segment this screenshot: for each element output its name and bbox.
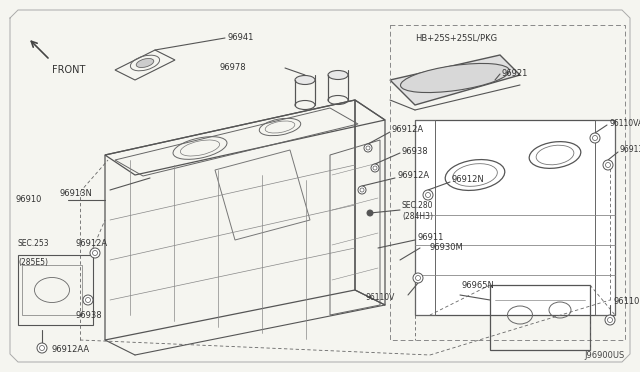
Circle shape bbox=[367, 210, 373, 216]
Circle shape bbox=[413, 273, 423, 283]
Bar bbox=[22, 265, 82, 315]
Text: 96912A: 96912A bbox=[397, 171, 429, 180]
Circle shape bbox=[373, 166, 377, 170]
Bar bbox=[390, 25, 625, 340]
Bar bbox=[490, 285, 590, 350]
Text: SEC.280: SEC.280 bbox=[402, 202, 433, 211]
Circle shape bbox=[415, 276, 420, 280]
Ellipse shape bbox=[295, 76, 315, 84]
Circle shape bbox=[605, 163, 611, 167]
Circle shape bbox=[590, 133, 600, 143]
Circle shape bbox=[423, 190, 433, 200]
Text: 96110V: 96110V bbox=[365, 292, 395, 301]
Text: (285E5): (285E5) bbox=[18, 258, 48, 267]
Circle shape bbox=[371, 164, 379, 172]
Circle shape bbox=[364, 144, 372, 152]
Bar bbox=[595, 120, 615, 315]
Text: 96941: 96941 bbox=[227, 33, 253, 42]
Circle shape bbox=[605, 315, 615, 325]
Ellipse shape bbox=[328, 71, 348, 80]
Circle shape bbox=[366, 146, 370, 150]
Polygon shape bbox=[390, 55, 520, 105]
Circle shape bbox=[426, 192, 431, 198]
Circle shape bbox=[607, 317, 612, 323]
Circle shape bbox=[86, 298, 90, 302]
Circle shape bbox=[603, 160, 613, 170]
Bar bbox=[415, 120, 615, 315]
Circle shape bbox=[83, 295, 93, 305]
Text: 96921: 96921 bbox=[502, 70, 529, 78]
Circle shape bbox=[593, 135, 598, 141]
Circle shape bbox=[358, 186, 366, 194]
Ellipse shape bbox=[136, 58, 154, 67]
Text: 96912N: 96912N bbox=[452, 176, 484, 185]
Text: 96938: 96938 bbox=[75, 311, 102, 321]
Text: 96910: 96910 bbox=[15, 196, 42, 205]
Bar bbox=[18, 255, 93, 325]
Bar bbox=[415, 120, 435, 315]
Circle shape bbox=[37, 343, 47, 353]
Text: J96900US: J96900US bbox=[585, 351, 625, 360]
Text: 96978: 96978 bbox=[220, 64, 246, 73]
Text: 96965N: 96965N bbox=[462, 280, 495, 289]
Text: 96110VA: 96110VA bbox=[609, 119, 640, 128]
Text: 96912AA: 96912AA bbox=[52, 344, 90, 353]
Text: 96912A: 96912A bbox=[75, 238, 107, 247]
Text: 96938: 96938 bbox=[402, 147, 429, 155]
Text: 96110D: 96110D bbox=[614, 298, 640, 307]
Text: SEC.253: SEC.253 bbox=[18, 239, 50, 248]
Circle shape bbox=[360, 188, 364, 192]
Text: HB+25S+25SL/PKG: HB+25S+25SL/PKG bbox=[415, 33, 497, 42]
Text: 96930M: 96930M bbox=[430, 244, 464, 253]
Text: 96911: 96911 bbox=[417, 234, 444, 243]
Text: 96912A: 96912A bbox=[392, 125, 424, 135]
Text: (284H3): (284H3) bbox=[402, 212, 433, 221]
Circle shape bbox=[90, 248, 100, 258]
Circle shape bbox=[93, 250, 97, 256]
Text: 96913N: 96913N bbox=[60, 189, 93, 198]
Circle shape bbox=[40, 346, 45, 350]
Text: FRONT: FRONT bbox=[52, 65, 85, 75]
Ellipse shape bbox=[401, 64, 509, 93]
Text: 96913N: 96913N bbox=[620, 145, 640, 154]
